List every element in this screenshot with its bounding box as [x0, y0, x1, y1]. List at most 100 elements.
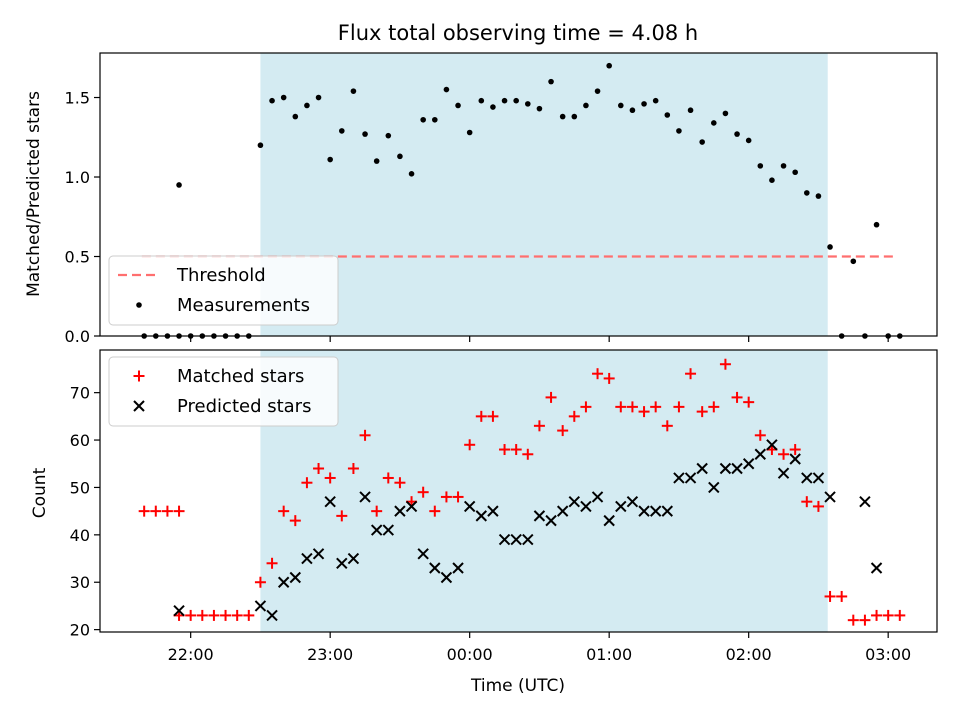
bottom-series-0-point-8: [220, 609, 232, 621]
top-series-0-point-16: [315, 94, 322, 101]
top-series-0-point-23: [397, 153, 403, 160]
bottom-series-1-point-41: [719, 462, 732, 475]
bottom-series-1-point-33: [626, 495, 639, 508]
bottom-series-0-point-62: [847, 614, 859, 626]
bottom-series-0-point-31: [487, 410, 499, 422]
bottom-series-1-point-25: [533, 510, 546, 522]
bottom-series-0-point-25: [417, 486, 429, 498]
bottom-series-0-point-3: [173, 505, 185, 517]
top-series-0-point-28: [455, 102, 461, 109]
bottom-series-0-point-53: [743, 396, 755, 408]
top-series-0-point-35: [536, 105, 543, 112]
top-legend: Threshold Measurements: [108, 255, 339, 326]
bottom-series-0-point-27: [440, 491, 452, 503]
top-series-0-point-49: [699, 139, 705, 145]
bottom-series-1-point-45: [766, 439, 778, 451]
top-y-tick-label-1: 0.5: [65, 248, 90, 267]
bottom-series-0-point-56: [778, 448, 790, 460]
top-series-0-point-56: [780, 163, 787, 169]
top-series-0-point-52: [734, 131, 740, 137]
bottom-y-tick-label-3: 50: [70, 478, 90, 497]
bottom-series-1-point-12: [382, 524, 395, 536]
top-y-tick-label-0: 0.0: [65, 327, 90, 346]
bottom-y-tick-label-2: 40: [70, 526, 90, 545]
bottom-y-tick-label-0: 20: [70, 621, 90, 640]
bottom-series-1-point-18: [452, 562, 464, 574]
top-series-0-point-38: [571, 113, 578, 120]
bottom-series-0-point-37: [557, 425, 569, 437]
top-series-0-point-48: [687, 107, 694, 114]
top-series-0-point-51: [722, 110, 729, 117]
bottom-series-1-point-48: [801, 472, 813, 484]
top-series-0-point-27: [443, 86, 450, 93]
bottom-series-1-point-29: [580, 500, 592, 513]
bottom-series-1-point-14: [405, 500, 418, 513]
bottom-series-0-point-17: [324, 472, 336, 484]
bottom-y-tick-label-4: 60: [70, 431, 90, 450]
bottom-series-0-point-22: [382, 472, 394, 484]
bottom-series-0-point-59: [812, 500, 824, 512]
bottom-series-0-point-18: [336, 510, 348, 522]
top-series-0-point-17: [327, 156, 333, 163]
bottom-series-1-point-3: [277, 576, 290, 588]
bottom-series-0-point-11: [254, 576, 266, 588]
top-series-0-point-34: [525, 101, 531, 107]
bottom-legend-label-1: Predicted stars: [177, 396, 311, 417]
top-series-0-point-39: [583, 102, 589, 109]
bottom-series-0-point-47: [673, 401, 685, 413]
top-series-0-point-20: [362, 131, 368, 137]
bottom-shaded-region: [260, 350, 828, 632]
x-tick-label-3: 01:00: [586, 645, 632, 664]
bottom-series-1-point-19: [463, 500, 476, 513]
bottom-series-0-point-23: [394, 477, 406, 489]
legend-matched-swatch: [133, 370, 145, 382]
bottom-y-tick-label-1: 30: [70, 573, 90, 592]
bottom-series-1-point-4: [289, 571, 302, 584]
top-series-0-point-54: [757, 163, 764, 169]
bottom-series-0-point-32: [499, 444, 511, 456]
bottom-series-1-point-46: [777, 467, 790, 479]
bottom-series-1-point-13: [394, 505, 406, 517]
bottom-series-0-point-1: [150, 505, 162, 517]
bottom-series-1-point-32: [615, 500, 627, 513]
bottom-series-0-point-9: [231, 609, 243, 621]
bottom-series-0-point-40: [592, 368, 604, 380]
bottom-series-1-point-5: [301, 552, 313, 565]
top-series-0-point-40: [594, 88, 601, 94]
bottom-series-0-point-13: [278, 505, 290, 517]
bottom-series-1-point-34: [638, 505, 650, 517]
top-legend-box: [108, 255, 339, 326]
bottom-series-1-point-27: [556, 505, 569, 517]
bottom-series-0-point-5: [185, 609, 197, 621]
top-series-0-point-22: [385, 132, 392, 139]
bottom-series-0-point-33: [510, 444, 522, 456]
bottom-series-0-point-29: [464, 439, 476, 451]
bottom-series-0-point-57: [789, 444, 801, 456]
bottom-series-1-point-30: [591, 491, 604, 503]
top-series-0-point-55: [769, 177, 775, 183]
bottom-series-1-point-16: [429, 562, 441, 574]
bottom-series-0-point-58: [801, 496, 813, 508]
top-series-0-point-42: [618, 102, 624, 109]
top-series-0-point-41: [606, 62, 612, 69]
bottom-series-0-point-21: [371, 505, 383, 517]
legend-measurements-swatch: [136, 302, 142, 308]
top-series-0-point-50: [711, 120, 717, 126]
top-series-0-point-29: [466, 129, 473, 136]
top-series-0-point-31: [490, 104, 496, 110]
top-series-0-point-15: [304, 102, 310, 109]
bottom-series-0-point-12: [266, 557, 278, 569]
bottom-series-1-point-28: [568, 495, 581, 508]
bottom-series-1-point-35: [649, 505, 662, 517]
bottom-series-0-point-61: [836, 590, 848, 602]
bottom-series-1-point-15: [417, 548, 429, 560]
top-series-0-point-60: [827, 244, 833, 250]
bottom-plot: 20 30 40 50 60 70 22:00 23:00 00:00 01:00 02:00 03:…: [70, 349, 938, 664]
top-series-0-point-47: [676, 128, 682, 134]
bottom-series-1-point-11: [370, 524, 383, 536]
bottom-series-0-point-26: [429, 505, 441, 517]
top-series-0-point-53: [745, 137, 752, 144]
top-series-0-point-46: [664, 112, 671, 118]
top-series-0-point-37: [559, 113, 566, 120]
bottom-series-1-point-43: [742, 458, 755, 470]
